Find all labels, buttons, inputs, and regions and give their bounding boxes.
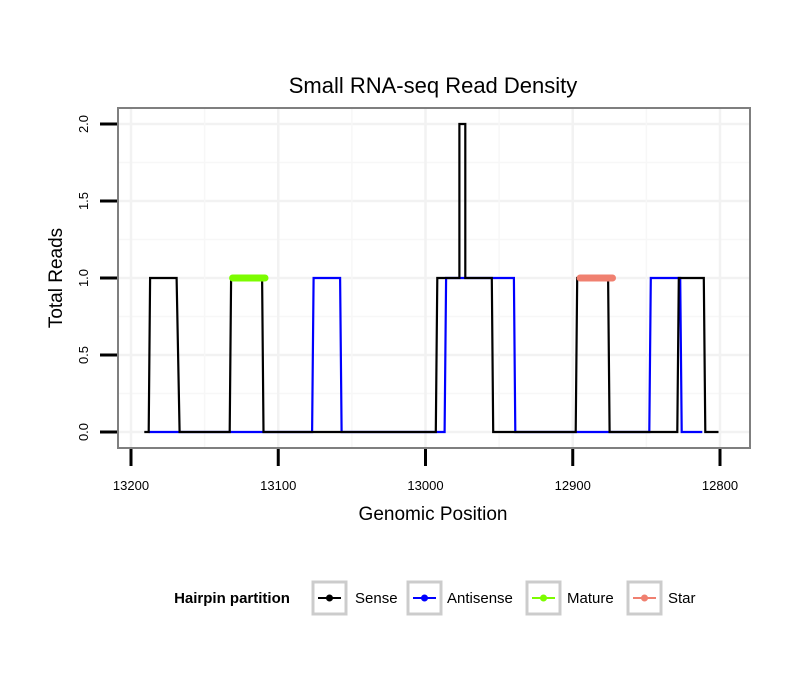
chart-title: Small RNA-seq Read Density (289, 73, 578, 98)
series-sense-line (144, 122, 719, 434)
x-axis-title: Genomic Position (359, 504, 508, 525)
legend-label-star: Star (668, 590, 696, 607)
y-tick-label: 0.0 (76, 423, 91, 441)
legend-key-point (421, 594, 428, 602)
y-tick-label: 2.0 (76, 115, 91, 133)
y-axis-title: Total Reads (46, 228, 67, 328)
x-axis: 13200 13100 13000 12900 12800 (113, 449, 738, 493)
legend-label-mature: Mature (567, 590, 614, 607)
legend-key-point (540, 594, 547, 602)
legend-label-antisense: Antisense (447, 590, 513, 607)
legend-title: Hairpin partition (174, 590, 290, 607)
legend-label-sense: Sense (355, 590, 398, 607)
y-axis: 0.0 0.5 1.0 1.5 2.0 (76, 115, 117, 441)
x-tick-label: 13000 (407, 478, 443, 493)
x-tick-label: 12800 (702, 478, 738, 493)
y-tick-label: 1.0 (76, 269, 91, 287)
x-tick-label: 12900 (555, 478, 591, 493)
y-tick-label: 1.5 (76, 192, 91, 210)
x-tick-label: 13200 (113, 478, 149, 493)
legend-key-point (641, 594, 648, 602)
legend: Hairpin partition Sense Antisense Mature St… (174, 580, 696, 616)
y-tick-label: 0.5 (76, 346, 91, 364)
legend-key-point (326, 594, 333, 602)
x-tick-label: 13100 (260, 478, 296, 493)
series-layer (144, 122, 719, 434)
